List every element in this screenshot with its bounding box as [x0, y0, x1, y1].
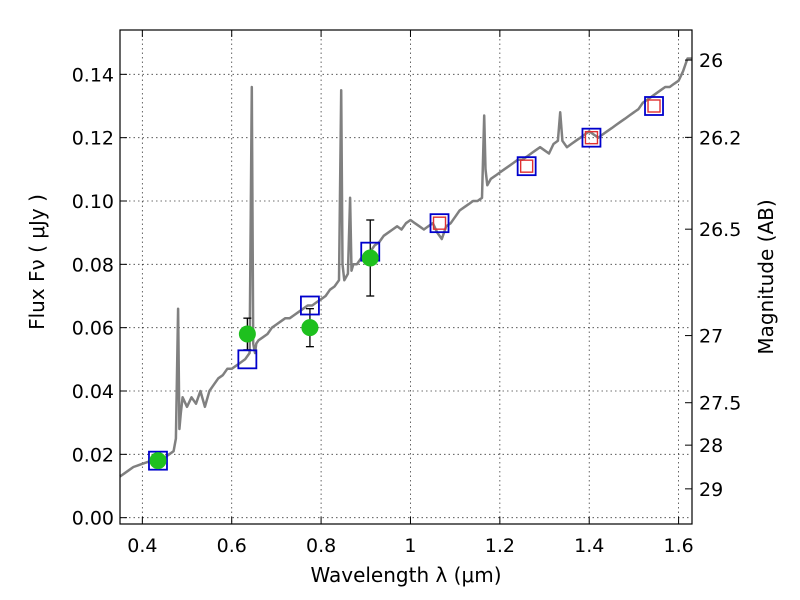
y2-tick-label: 26.5: [699, 219, 741, 241]
x-tick-label: 1.6: [663, 535, 693, 557]
model-square-blue: [516, 156, 537, 177]
spectrum-layer: [119, 57, 692, 478]
x-tick-label: 1: [404, 535, 416, 557]
y-tick-label: 0.00: [72, 508, 114, 530]
y-tick-label: 0.02: [72, 444, 114, 466]
y-axis-label: Flux Fν ( μJy ): [25, 194, 49, 330]
y2-tick-label: 29: [699, 479, 723, 501]
y2-tick-label: 27.5: [699, 393, 741, 415]
y2-tick-label: 26: [699, 50, 723, 72]
x-tick-label: 1.2: [485, 535, 515, 557]
observed-point: [149, 452, 167, 470]
model-square-red: [584, 130, 599, 145]
y-tick-label: 0.10: [72, 191, 114, 213]
y-tick-label: 0.14: [72, 64, 114, 86]
model-square-blue: [300, 295, 320, 316]
model-square-blue: [237, 349, 258, 370]
x-tick-label: 0.4: [127, 535, 157, 557]
observed-point: [301, 319, 319, 337]
model-square-blue: [148, 450, 168, 471]
spectrum-line: [119, 57, 692, 478]
model-square-blue: [644, 96, 664, 116]
x-axis-label: Wavelength λ (μm): [310, 563, 501, 587]
marker-layer: [148, 96, 664, 471]
tick-label-layer: 0.4 0.6 0.8 1 1.2 1.4 1.6 0.00 0.02 0.04 0.06 0.08 0…: [72, 50, 742, 557]
observed-point: [361, 249, 379, 267]
y2-tick-label: 28: [699, 435, 723, 457]
x-tick-label: 1.4: [574, 535, 604, 557]
model-square-blue: [429, 213, 450, 234]
x-tick-label: 0.6: [217, 535, 247, 557]
tick-layer: [120, 30, 692, 524]
observed-point: [238, 325, 256, 343]
y2-axis-label: Magnitude (AB): [754, 199, 778, 354]
y-tick-label: 0.12: [72, 128, 114, 150]
y2-tick-label: 27: [699, 326, 723, 348]
y-tick-label: 0.08: [72, 254, 114, 276]
x-tick-label: 0.8: [306, 535, 336, 557]
y-tick-label: 0.04: [72, 381, 114, 403]
model-square-red: [647, 99, 661, 113]
grid: [120, 30, 692, 524]
model-square-red: [432, 216, 447, 230]
model-square-blue: [581, 127, 602, 148]
y-tick-label: 0.06: [72, 318, 114, 340]
plot-frame: [119, 29, 693, 525]
model-square-red: [519, 159, 534, 173]
y2-tick-label: 26.2: [699, 127, 741, 149]
